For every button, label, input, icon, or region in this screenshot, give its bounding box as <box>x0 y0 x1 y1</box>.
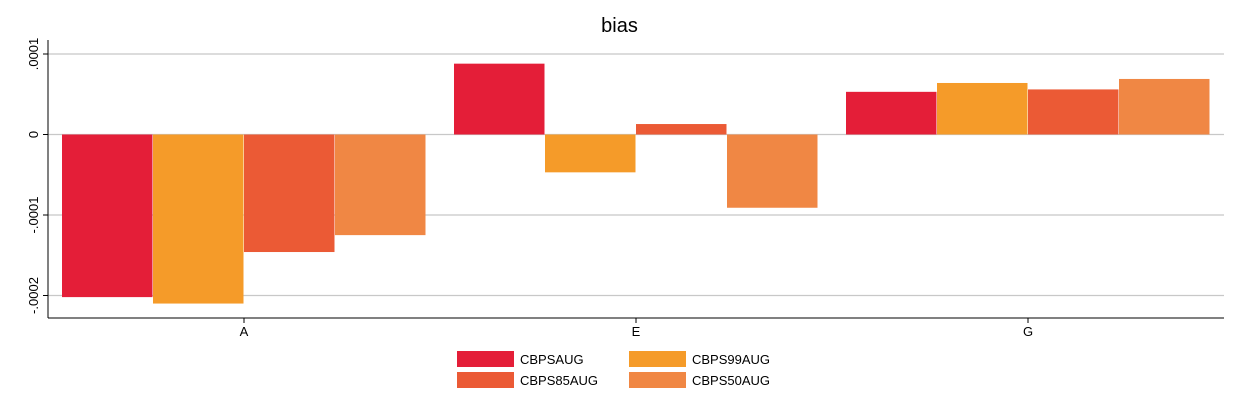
y-tick-label: 0 <box>26 131 41 138</box>
bar <box>244 134 335 253</box>
x-tick-label: E <box>632 324 641 339</box>
bar <box>454 63 545 135</box>
legend-swatch <box>629 351 686 367</box>
chart-title: bias <box>601 15 638 37</box>
legend-label: CBPSAUG <box>520 351 584 367</box>
bar <box>636 124 727 135</box>
x-tick-label: A <box>240 324 249 339</box>
bar <box>727 134 818 208</box>
legend-swatch <box>457 351 514 367</box>
x-tick-label: G <box>1023 324 1033 339</box>
bar <box>1028 89 1119 135</box>
bar <box>1119 78 1210 135</box>
bar <box>335 134 426 236</box>
y-tick-label: -.0001 <box>26 197 41 234</box>
bar <box>153 134 244 304</box>
legend-label: CBPS50AUG <box>692 372 771 388</box>
bars <box>62 63 1210 304</box>
axes: A E G .0001 0 -.0001 -.0002 <box>26 38 1224 339</box>
legend-label: CBPS99AUG <box>692 351 771 367</box>
bar <box>62 134 153 298</box>
bar <box>937 82 1028 135</box>
bar <box>545 134 636 173</box>
legend-label: CBPS85AUG <box>520 372 599 388</box>
y-tick-label: .0001 <box>26 38 41 71</box>
legend-item-1: CBPS99AUG <box>629 350 770 368</box>
legend-swatch <box>629 372 686 388</box>
y-tick-label: -.0002 <box>26 277 41 314</box>
legend-item-2: CBPS85AUG <box>457 371 598 389</box>
bar <box>846 91 937 135</box>
legend-item-3: CBPS50AUG <box>629 371 770 389</box>
legend-item-0: CBPSAUG <box>457 350 584 368</box>
legend-swatch <box>457 372 514 388</box>
legend: CBPSAUG CBPS99AUG CBPS85AUG CBPS50AUG <box>457 350 797 390</box>
